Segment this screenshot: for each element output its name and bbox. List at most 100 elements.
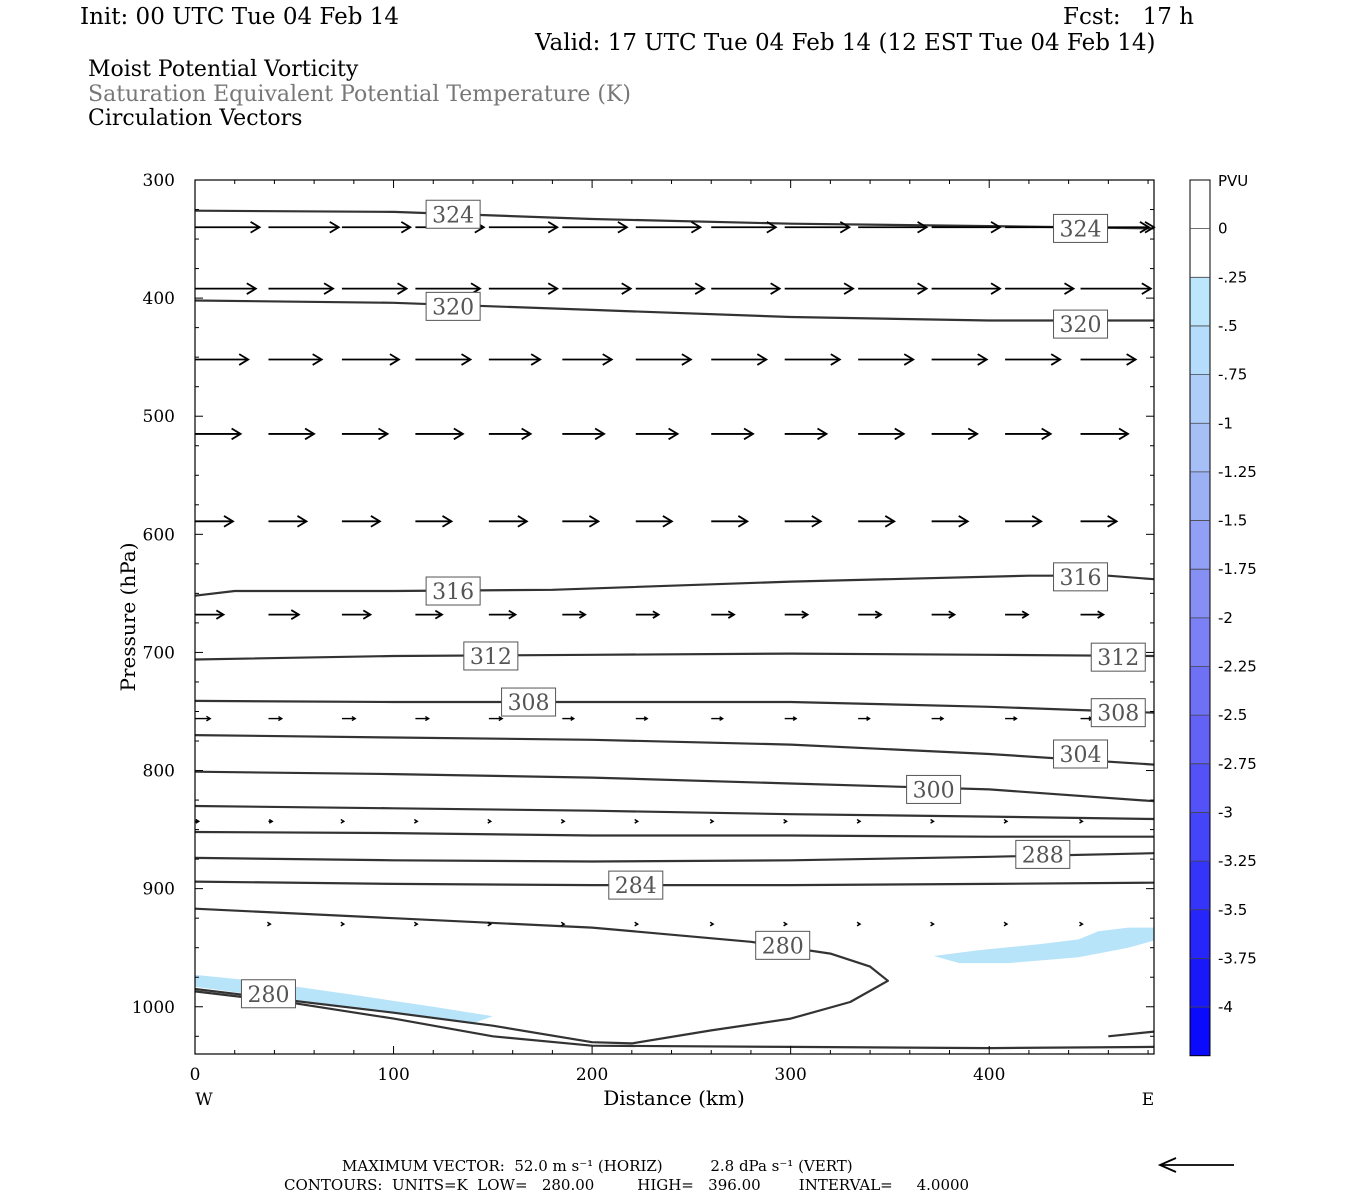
vector-arrowhead bbox=[508, 609, 518, 620]
vector-arrowhead bbox=[530, 353, 542, 366]
vector-arrowhead bbox=[643, 716, 649, 721]
contour-label-324: 324 bbox=[432, 203, 474, 228]
vector-arrowhead bbox=[930, 818, 935, 824]
vector-arrowhead bbox=[1021, 610, 1030, 619]
colorbar-label: -1.5 bbox=[1218, 512, 1247, 530]
vector-arrowhead bbox=[442, 515, 454, 528]
vector-arrowhead bbox=[917, 221, 929, 234]
vector-arrowhead bbox=[206, 715, 212, 722]
colorbar-layer: PVU 0 -.25 -.5 -.75 -1 -1.25 -1.5 -1.75 -2 -2.25 -2… bbox=[1157, 172, 1257, 1173]
contour-292 bbox=[194, 830, 1154, 838]
vector-arrowhead bbox=[1107, 515, 1119, 528]
contour-label-box bbox=[906, 774, 962, 804]
contour-324 bbox=[194, 209, 1155, 230]
vector-arrowhead bbox=[487, 818, 493, 824]
vector-arrowhead bbox=[1013, 716, 1018, 721]
vector-arrowhead bbox=[246, 282, 258, 295]
contour-label-320: 320 bbox=[1060, 313, 1102, 338]
colorbar-swatch bbox=[1190, 423, 1210, 472]
vector-arrowhead bbox=[856, 818, 862, 824]
colorbar-label: -2 bbox=[1218, 609, 1233, 627]
contour-320 bbox=[194, 299, 1154, 322]
vector-arrowhead bbox=[560, 818, 566, 824]
colorbar-label: -2.75 bbox=[1218, 755, 1257, 773]
vector-arrowhead bbox=[1064, 282, 1076, 295]
vector-arrowhead bbox=[958, 515, 970, 528]
contour-label-layer: 324 324 320 320 316 316 312 312 308 308 304 300 288 2… bbox=[240, 199, 1146, 1009]
vector-arrowhead bbox=[766, 221, 778, 234]
reference-vector-arrowhead bbox=[1157, 1157, 1177, 1173]
contour-label-312: 312 bbox=[470, 645, 512, 670]
x-west-label: W bbox=[195, 1090, 213, 1110]
vector-arrowhead bbox=[1079, 818, 1084, 824]
vector-arrowhead bbox=[903, 353, 916, 366]
vector-arrowhead bbox=[917, 282, 929, 295]
valid-time-text: Valid: 17 UTC Tue 04 Feb 14 (12 EST Tue … bbox=[535, 30, 1156, 56]
theta-es-contour-layer bbox=[194, 209, 1155, 1050]
contour-label-box bbox=[425, 291, 481, 321]
vector-arrowhead bbox=[215, 609, 226, 620]
contour-label-box bbox=[1015, 839, 1071, 869]
contour-label-box bbox=[501, 687, 557, 717]
vector-arrowhead bbox=[425, 715, 431, 722]
colorbar-swatch bbox=[1190, 715, 1210, 764]
contour-296 bbox=[194, 804, 1155, 821]
vector-arrowhead bbox=[874, 610, 883, 619]
colorbar-label: -1.25 bbox=[1218, 463, 1257, 481]
vector-arrowhead bbox=[238, 353, 250, 366]
max-vector-note: MAXIMUM VECTOR: 52.0 m s⁻¹ (HORIZ) 2.8 d… bbox=[342, 1157, 853, 1175]
vector-arrowhead bbox=[817, 427, 829, 441]
colorbar-swatch bbox=[1190, 861, 1210, 910]
colorbar-swatch bbox=[1190, 520, 1210, 570]
vector-arrowhead bbox=[856, 921, 862, 927]
vector-arrowhead bbox=[340, 921, 346, 927]
x-tick-label: 0 bbox=[190, 1065, 201, 1085]
y-tick-label: 600 bbox=[143, 525, 175, 545]
contour-276 bbox=[194, 990, 1155, 1050]
vector-arrowhead bbox=[560, 921, 566, 927]
contour-label-box bbox=[1053, 213, 1109, 243]
vector-arrowhead bbox=[662, 515, 674, 528]
vector-arrowhead bbox=[811, 515, 823, 528]
contour-label-300: 300 bbox=[913, 778, 955, 803]
colorbar-label: -3 bbox=[1218, 803, 1233, 821]
vector-arrowhead bbox=[413, 818, 419, 824]
contour-label-box bbox=[1053, 562, 1109, 592]
vector-arrowhead bbox=[231, 427, 243, 441]
contour-label-316: 316 bbox=[432, 580, 474, 605]
vector-arrowhead bbox=[297, 515, 309, 528]
mpv-region bbox=[195, 974, 493, 1024]
colorbar-title: PVU bbox=[1218, 172, 1248, 190]
vector-arrowhead bbox=[223, 515, 235, 528]
vector-arrowhead bbox=[743, 427, 755, 441]
vector-arrowhead bbox=[634, 921, 640, 927]
vector-arrowhead bbox=[884, 515, 897, 528]
vector-arrowhead bbox=[588, 515, 601, 528]
vector-arrowhead bbox=[547, 221, 560, 234]
vector-arrowhead bbox=[709, 921, 715, 927]
axis-layer: 300 400 500 600 700 800 900 1000 0 100 200 300 400 W E… bbox=[116, 171, 1155, 1110]
colorbar-swatch bbox=[1190, 325, 1210, 375]
vector-arrowhead bbox=[843, 282, 855, 295]
x-tick-label: 400 bbox=[973, 1065, 1005, 1085]
vector-arrowhead bbox=[690, 221, 703, 234]
vector-arrowhead bbox=[681, 353, 693, 366]
contour-label-308: 308 bbox=[508, 691, 550, 716]
contour-label-box bbox=[608, 870, 664, 900]
y-tick-label: 700 bbox=[143, 643, 175, 663]
colorbar-swatch bbox=[1190, 812, 1210, 862]
vector-arrowhead bbox=[783, 818, 788, 824]
colorbar-swatch bbox=[1190, 763, 1210, 813]
y-axis-title: Pressure (hPa) bbox=[116, 543, 140, 692]
vector-arrowhead bbox=[621, 282, 633, 295]
vector-arrowhead bbox=[195, 818, 201, 824]
y-tick-label: 900 bbox=[143, 880, 175, 900]
contour-272 bbox=[1108, 1030, 1155, 1038]
vector-arrowhead bbox=[547, 282, 560, 295]
colorbar-label: -1.75 bbox=[1218, 560, 1257, 578]
contour-label-box bbox=[425, 576, 481, 606]
vector-arrowhead bbox=[1050, 353, 1062, 366]
circulation-vector-layer bbox=[195, 221, 1156, 927]
contour-label-box bbox=[1053, 309, 1109, 339]
colorbar-label: -4 bbox=[1218, 998, 1233, 1016]
